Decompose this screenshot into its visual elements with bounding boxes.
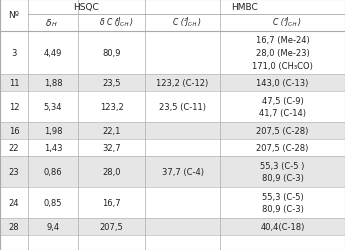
Text: δ C (: δ C (: [100, 18, 117, 26]
Text: 207,5 (C-28): 207,5 (C-28): [256, 144, 309, 152]
Text: 207,5 (C-28): 207,5 (C-28): [256, 126, 309, 136]
Bar: [0, 92, 345, 122]
Text: ): ): [129, 18, 132, 26]
Text: 23,5 (C-11): 23,5 (C-11): [159, 102, 206, 112]
Bar: [0, 218, 345, 235]
Text: ³J: ³J: [284, 18, 289, 26]
Text: 11: 11: [9, 79, 19, 88]
Bar: [0, 187, 345, 218]
Text: 22,1: 22,1: [102, 126, 121, 136]
Text: 3: 3: [11, 49, 17, 58]
Text: C-H: C-H: [188, 22, 197, 27]
Text: 143,0 (C-13): 143,0 (C-13): [256, 79, 309, 88]
Text: C (: C (: [273, 18, 284, 26]
Text: 16,7: 16,7: [102, 198, 121, 207]
Text: 16,7 (Me-24)
28,0 (Me-23)
171,0 (CH₃CO): 16,7 (Me-24) 28,0 (Me-23) 171,0 (CH₃CO): [252, 36, 313, 70]
Text: ): ): [297, 18, 300, 26]
Text: 207,5: 207,5: [100, 222, 124, 231]
Text: C (: C (: [173, 18, 184, 26]
Text: 37,7 (C-4): 37,7 (C-4): [161, 167, 204, 176]
Text: 80,9: 80,9: [102, 49, 121, 58]
Text: HSQC: HSQC: [73, 3, 99, 12]
Text: 23: 23: [9, 167, 19, 176]
Bar: [0, 156, 345, 187]
Text: ¹J: ¹J: [116, 18, 121, 26]
Text: 1,43: 1,43: [44, 144, 62, 152]
Text: Nº: Nº: [9, 12, 19, 20]
Text: 12: 12: [9, 102, 19, 112]
Text: δ: δ: [46, 19, 52, 28]
Text: ): ): [197, 18, 200, 26]
Text: ²J: ²J: [184, 18, 189, 26]
Text: 9,4: 9,4: [47, 222, 60, 231]
Text: 16: 16: [9, 126, 19, 136]
Text: 5,34: 5,34: [44, 102, 62, 112]
Text: H: H: [52, 22, 56, 28]
Text: 24: 24: [9, 198, 19, 207]
Bar: [0, 32, 345, 75]
Text: 1,88: 1,88: [44, 79, 62, 88]
Text: 32,7: 32,7: [102, 144, 121, 152]
Text: 22: 22: [9, 144, 19, 152]
Text: 23,5: 23,5: [102, 79, 121, 88]
Text: 47,5 (C-9)
41,7 (C-14): 47,5 (C-9) 41,7 (C-14): [259, 96, 306, 118]
Text: 28: 28: [9, 222, 19, 231]
Text: 40,4(C-18): 40,4(C-18): [260, 222, 305, 231]
Text: 55,3 (C-5 )
80,9 (C-3): 55,3 (C-5 ) 80,9 (C-3): [260, 161, 305, 182]
Text: 123,2 (C-12): 123,2 (C-12): [156, 79, 209, 88]
Text: 1,98: 1,98: [44, 126, 62, 136]
Bar: [0, 140, 345, 156]
Text: 0,86: 0,86: [44, 167, 62, 176]
Text: 0,85: 0,85: [44, 198, 62, 207]
Text: 55,3 (C-5)
80,9 (C-3): 55,3 (C-5) 80,9 (C-3): [262, 192, 304, 214]
Text: HMBC: HMBC: [231, 3, 258, 12]
Text: C-H: C-H: [288, 22, 297, 27]
Text: 4,49: 4,49: [44, 49, 62, 58]
Bar: [0, 0, 345, 32]
Text: 123,2: 123,2: [100, 102, 124, 112]
Text: 28,0: 28,0: [102, 167, 121, 176]
Bar: [0, 122, 345, 140]
Text: C-H: C-H: [120, 22, 129, 27]
Bar: [0, 75, 345, 92]
